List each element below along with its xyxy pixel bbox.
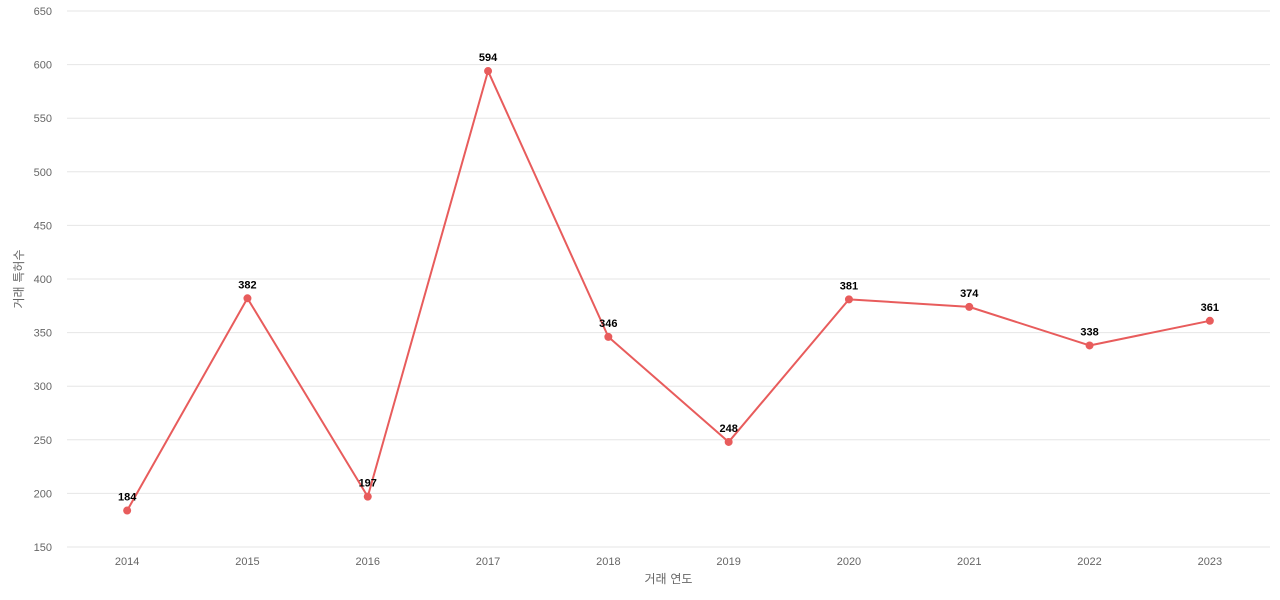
y-tick-label: 400	[34, 274, 52, 286]
x-tick-label: 2019	[716, 556, 740, 568]
y-tick-label: 600	[34, 60, 52, 72]
data-points	[123, 67, 1214, 515]
y-tick-label: 550	[34, 113, 52, 125]
data-point	[604, 332, 613, 341]
y-tick-label: 300	[34, 381, 52, 393]
x-tick-label: 2021	[957, 556, 981, 568]
y-axis: 150 200 250 300 350 400 450 500 550 600 650	[34, 6, 52, 554]
y-tick-label: 200	[34, 488, 52, 500]
series-line	[126, 70, 1211, 512]
x-tick-label: 2023	[1198, 556, 1222, 568]
data-label: 361	[1201, 302, 1219, 314]
y-tick-label: 150	[34, 542, 52, 554]
data-point	[724, 437, 733, 446]
data-point	[844, 295, 853, 304]
data-label: 248	[719, 423, 737, 435]
data-label: 338	[1080, 326, 1098, 338]
x-tick-label: 2022	[1077, 556, 1101, 568]
series-line-group	[126, 70, 1211, 512]
data-labels: 184 382 197 594 346 248 381 374 338 361	[118, 52, 1219, 504]
data-point	[243, 294, 252, 303]
data-label: 594	[479, 52, 498, 64]
x-axis-title: 거래 연도	[645, 572, 693, 586]
data-label: 197	[359, 478, 377, 490]
x-tick-label: 2020	[837, 556, 861, 568]
data-label: 382	[238, 279, 256, 291]
data-label: 374	[960, 288, 979, 300]
y-tick-label: 450	[34, 220, 52, 232]
data-point	[1205, 316, 1214, 325]
x-tick-label: 2018	[596, 556, 620, 568]
data-point	[123, 506, 132, 515]
data-label: 381	[840, 280, 858, 292]
y-axis-title: 거래 특허수	[12, 249, 26, 308]
y-tick-label: 500	[34, 167, 52, 179]
y-tick-label: 650	[34, 6, 52, 18]
x-tick-label: 2014	[115, 556, 139, 568]
data-point	[484, 67, 493, 76]
x-tick-label: 2015	[235, 556, 259, 568]
data-point	[363, 492, 372, 501]
data-point	[1085, 341, 1094, 350]
data-point	[965, 302, 974, 311]
grid-lines	[67, 10, 1270, 548]
y-tick-label: 250	[34, 435, 52, 447]
data-label: 184	[118, 492, 137, 504]
x-axis: 2014 2015 2016 2017 2018 2019 2020 2021 2022 2023	[115, 556, 1222, 568]
y-tick-label: 350	[34, 328, 52, 340]
data-label: 346	[599, 318, 617, 330]
x-tick-label: 2016	[356, 556, 380, 568]
x-tick-label: 2017	[476, 556, 500, 568]
